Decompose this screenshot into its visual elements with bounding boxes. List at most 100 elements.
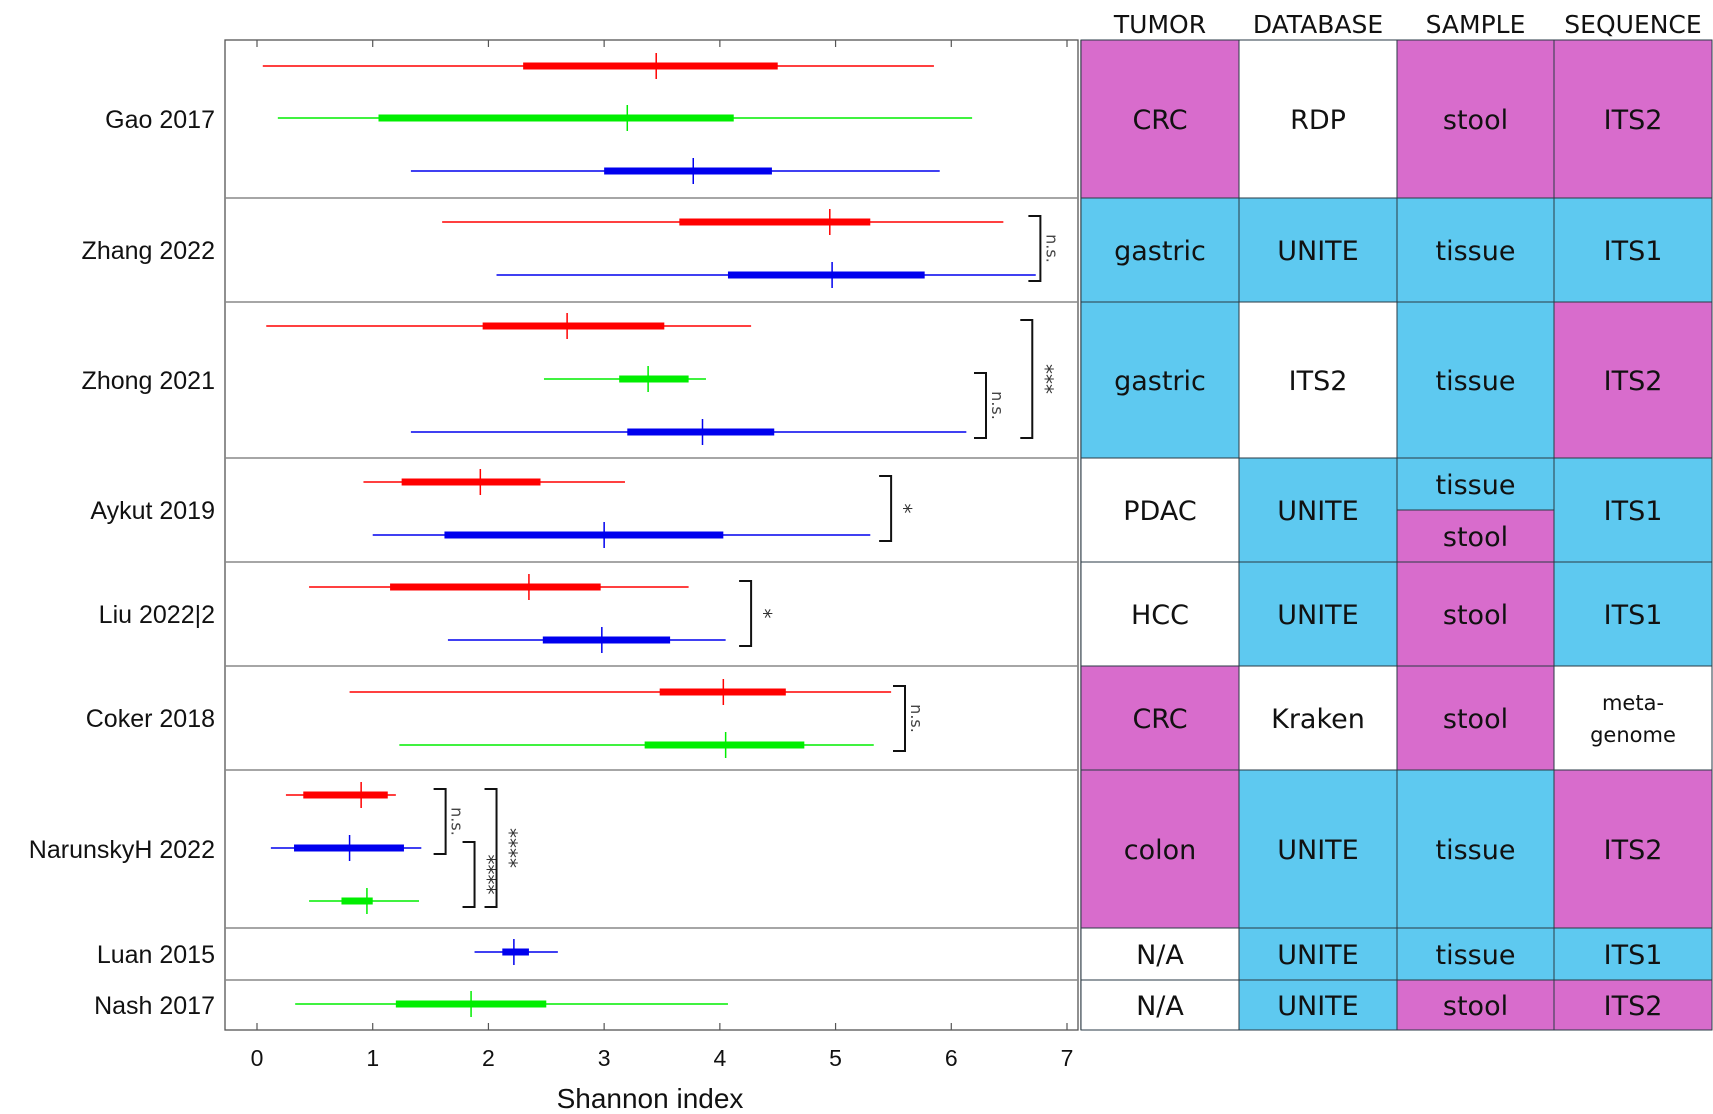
table-cell-text: N/A [1136, 940, 1184, 971]
table-cell [1396, 927, 1555, 981]
table-cell [1396, 561, 1555, 667]
significance-bracket [484, 788, 498, 908]
tick-label: 2 [482, 1045, 495, 1071]
table-cell-text: Kraken [1271, 704, 1365, 735]
table-cell [1553, 39, 1713, 199]
table-cell [1396, 769, 1555, 929]
table-cell [1080, 197, 1240, 303]
column-header: DATABASE [1253, 10, 1383, 39]
table-cell [1080, 769, 1240, 929]
study-label: Coker 2018 [86, 705, 215, 733]
tick-label: 1 [366, 1045, 379, 1071]
significance-bracket [893, 685, 906, 752]
table-cell-text: UNITE [1277, 600, 1358, 631]
table-cell-text: gastric [1114, 366, 1206, 397]
column-header: SAMPLE [1426, 10, 1526, 39]
study-label: Liu 2022|2 [99, 601, 215, 629]
table-cell [1080, 927, 1240, 981]
table-cell [1080, 301, 1240, 459]
table-cell [1080, 979, 1240, 1031]
significance-label: n.s. [1042, 234, 1061, 263]
table-cell-text: tissue [1436, 835, 1516, 866]
table-cell-text: tissue [1436, 236, 1516, 267]
table-cell [1238, 979, 1398, 1031]
table-cell [1553, 561, 1713, 667]
table-cell-text: UNITE [1277, 236, 1358, 267]
table-cell-text: N/A [1136, 991, 1184, 1022]
significance-label: * [892, 504, 916, 514]
table-cell [1238, 769, 1398, 929]
table-cell [1553, 197, 1713, 303]
significance-bracket [739, 580, 753, 647]
study-label: Zhong 2021 [82, 367, 215, 395]
tick-label: 0 [251, 1045, 264, 1071]
significance-bracket [1028, 215, 1042, 282]
table-cell-text: UNITE [1277, 835, 1358, 866]
significance-label: n.s. [448, 807, 467, 836]
column-header: SEQUENCE [1564, 10, 1701, 39]
table-cell [1238, 39, 1398, 199]
table-cell [1396, 509, 1555, 563]
table-cell [1080, 665, 1240, 771]
significance-layer: n.s.n.s.*****n.s.n.s.******** [433, 215, 1061, 908]
tick-label: 4 [713, 1045, 726, 1071]
table-cell [1238, 197, 1398, 303]
table-cell [1553, 979, 1713, 1031]
table-cell [1238, 457, 1398, 563]
tick-label: 3 [598, 1045, 611, 1071]
table-cell-text: UNITE [1277, 496, 1358, 527]
table-cell-text: ITS2 [1604, 105, 1663, 136]
significance-bracket [462, 841, 476, 908]
table-cell-text: colon [1124, 835, 1197, 866]
table-cell [1238, 561, 1398, 667]
table-cell-text: PDAC [1123, 496, 1196, 527]
table-cell-text: ITS2 [1604, 991, 1663, 1022]
study-labels: Gao 2017 Zhang 2022 Zhong 2021 Aykut 2019 Li… [29, 106, 215, 1020]
table-cell-text: stool [1443, 991, 1508, 1022]
table-cell [1553, 301, 1713, 459]
table-cell-text: ITS2 [1604, 366, 1663, 397]
table-cell-text: ITS1 [1604, 600, 1663, 631]
study-label: Gao 2017 [105, 106, 215, 134]
table-cell-text: tissue [1436, 940, 1516, 971]
significance-bracket [1020, 319, 1034, 439]
table-cell [1080, 561, 1240, 667]
table-cell-text: CRC [1132, 105, 1187, 136]
boxplot-layer [262, 53, 1036, 1017]
table-cell-text: UNITE [1277, 940, 1358, 971]
table-cell-text: stool [1443, 600, 1508, 631]
tick-label: 6 [945, 1045, 958, 1071]
significance-label: n.s. [907, 704, 926, 733]
table-cell [1396, 665, 1555, 771]
table-cell [1238, 665, 1398, 771]
table-cell-text: ITS1 [1604, 496, 1663, 527]
table-cell [1238, 301, 1398, 459]
table-cell-text: stool [1443, 522, 1508, 553]
table-cell [1553, 927, 1713, 981]
table-cell-text: UNITE [1277, 991, 1358, 1022]
table-cell [1553, 457, 1713, 563]
table-cell-text: tissue [1436, 470, 1516, 501]
table-cell-text: ITS2 [1289, 366, 1348, 397]
table-cell [1080, 39, 1240, 199]
table-cell-text: gastric [1114, 236, 1206, 267]
table-cell [1553, 665, 1713, 771]
table-cell-text: ITS1 [1604, 940, 1663, 971]
significance-bracket [974, 372, 987, 439]
significance-label: *** [1033, 364, 1057, 394]
table-cell-text: RDP [1290, 105, 1346, 136]
table-cell [1238, 927, 1398, 981]
study-label: Zhang 2022 [82, 237, 215, 265]
row-separators [225, 197, 1078, 981]
table-cell-text: genome [1590, 723, 1676, 747]
study-label: Luan 2015 [97, 941, 215, 969]
table-cell-text: tissue [1436, 366, 1516, 397]
study-label: Aykut 2019 [90, 497, 215, 525]
table-cell-text: meta- [1602, 691, 1664, 715]
column-header: TUMOR [1113, 10, 1206, 39]
tick-label: 7 [1061, 1045, 1074, 1071]
x-axis: Shannon index 0 1 2 3 4 5 6 7 [251, 40, 1074, 1114]
table-cell-text: HCC [1131, 600, 1189, 631]
table-cell-text: stool [1443, 704, 1508, 735]
